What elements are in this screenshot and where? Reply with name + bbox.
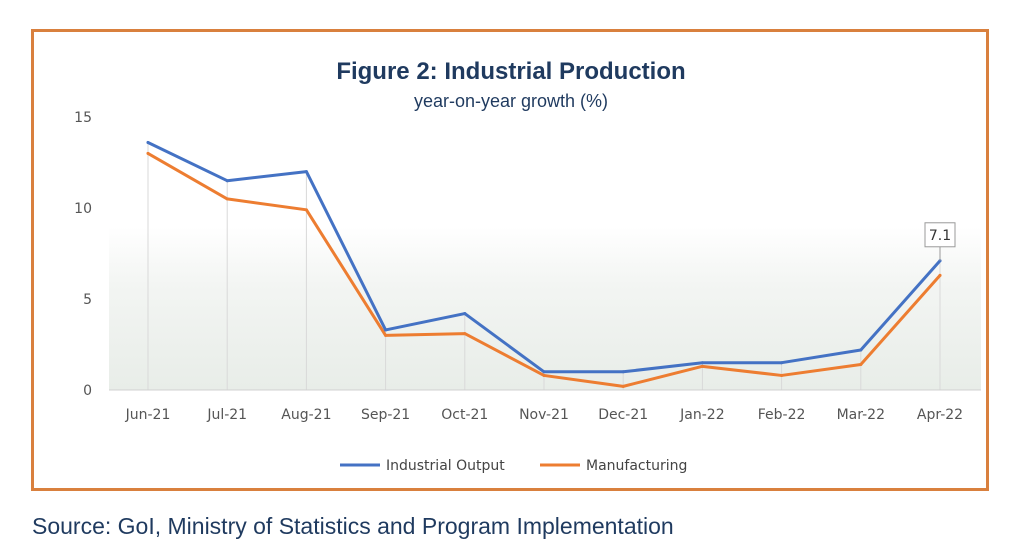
data-point — [463, 312, 467, 316]
data-point — [542, 370, 546, 374]
data-point — [859, 348, 863, 352]
plot-band — [109, 227, 981, 390]
data-point — [146, 140, 150, 144]
data-point — [542, 373, 546, 377]
y-tick-label: 5 — [83, 292, 92, 308]
data-point — [146, 151, 150, 155]
data-point — [780, 373, 784, 377]
data-point — [621, 384, 625, 388]
data-point — [700, 361, 704, 365]
y-tick-label: 0 — [83, 383, 92, 399]
data-point — [384, 328, 388, 332]
x-tick-label: Aug-21 — [281, 407, 331, 423]
x-tick-label: Mar-22 — [837, 407, 885, 423]
x-tick-label: Sep-21 — [361, 407, 410, 423]
x-tick-label: Oct-21 — [441, 407, 488, 423]
data-label: 7.1 — [929, 228, 951, 244]
x-tick-label: Feb-22 — [758, 407, 806, 423]
x-tick-label: Jan-22 — [679, 407, 724, 423]
legend-label: Industrial Output — [386, 458, 505, 474]
y-tick-label: 15 — [74, 110, 92, 126]
x-tick-label: Nov-21 — [519, 407, 569, 423]
x-tick-label: Jun-21 — [125, 407, 171, 423]
data-point — [304, 208, 308, 212]
data-point — [780, 361, 784, 365]
chart-frame: Figure 2: Industrial Production year-on-… — [31, 29, 989, 491]
chart-subtitle: year-on-year growth (%) — [414, 91, 608, 111]
data-point — [621, 370, 625, 374]
data-point — [463, 332, 467, 336]
chart-title: Figure 2: Industrial Production — [336, 58, 685, 85]
data-point — [700, 364, 704, 368]
data-point — [384, 333, 388, 337]
x-tick-label: Apr-22 — [917, 407, 963, 423]
legend-label: Manufacturing — [586, 458, 687, 474]
chart-svg: Figure 2: Industrial Production year-on-… — [74, 58, 981, 474]
data-point — [859, 363, 863, 367]
x-tick-label: Jul-21 — [206, 407, 247, 423]
data-point — [938, 273, 942, 277]
x-tick-label: Dec-21 — [598, 407, 648, 423]
data-point — [304, 170, 308, 174]
y-tick-label: 10 — [74, 201, 92, 217]
source-note: Source: GoI, Ministry of Statistics and … — [32, 513, 674, 539]
data-label-box — [924, 222, 956, 248]
data-point — [225, 179, 229, 183]
data-point — [225, 197, 229, 201]
